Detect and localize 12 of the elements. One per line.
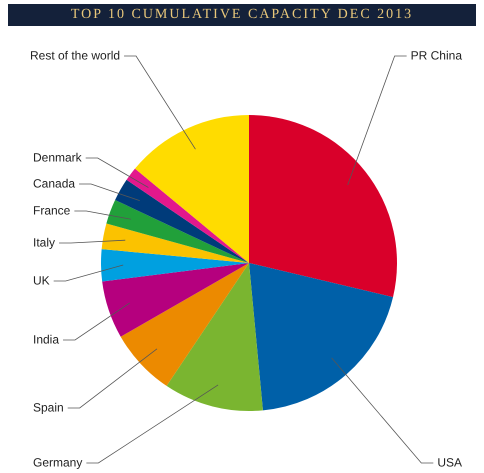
slice-label: Canada	[33, 176, 76, 190]
slice-label: PR China	[410, 48, 462, 62]
slice-label: UK	[33, 273, 50, 288]
slice-label: Germany	[33, 455, 82, 470]
chart-title: TOP 10 CUMULATIVE CAPACITY DEC 2013	[8, 4, 476, 26]
slice-label: Spain	[33, 400, 64, 414]
slice-label: USA	[437, 455, 462, 470]
slice-label: France	[33, 203, 71, 218]
slice-label: Denmark	[33, 150, 83, 164]
slice-label: Rest of the world	[30, 48, 120, 62]
slice-label: Italy	[33, 235, 56, 250]
slice-label: India	[33, 332, 60, 346]
